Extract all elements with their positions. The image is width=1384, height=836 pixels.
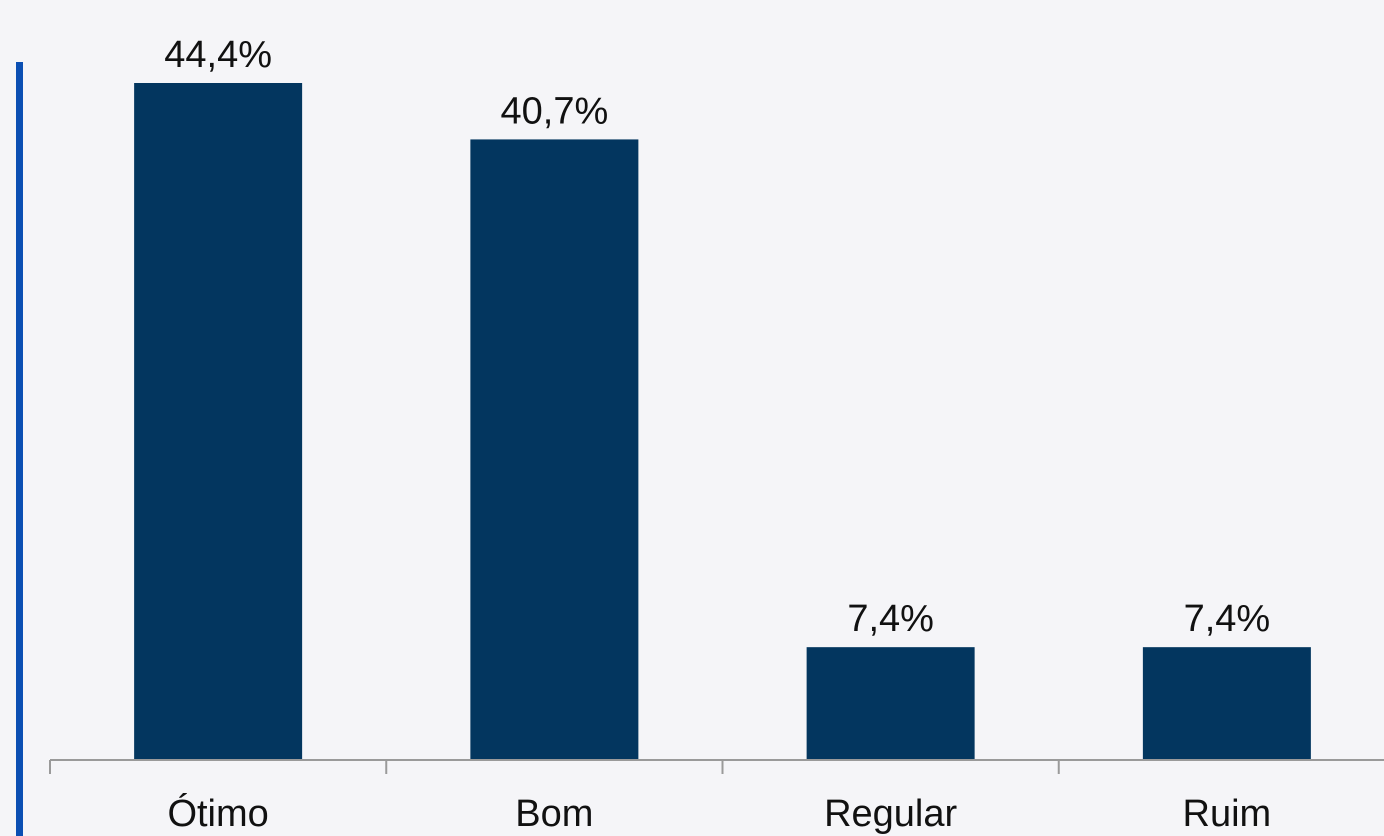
accent-bar [16, 62, 23, 836]
data-labels-group: 44,4% 40,7% 7,4% 7,4% [164, 34, 1270, 640]
data-label-2: 7,4% [847, 598, 934, 640]
tick-label-2: Regular [824, 793, 957, 835]
tick-label-0: Ótimo [167, 792, 268, 835]
bars-group [134, 83, 1311, 760]
data-label-1: 40,7% [501, 90, 609, 132]
tick-label-1: Bom [515, 793, 593, 835]
x-axis [49, 759, 1384, 774]
bar-3 [1142, 647, 1311, 760]
data-label-3: 7,4% [1184, 598, 1271, 640]
tick-label-3: Ruim [1183, 793, 1272, 835]
data-label-0: 44,4% [164, 34, 272, 76]
bar-2 [806, 647, 975, 760]
bar-0 [134, 83, 303, 760]
bar-1 [470, 139, 639, 760]
tick-labels-group: Ótimo Bom Regular Ruim [167, 792, 1271, 835]
